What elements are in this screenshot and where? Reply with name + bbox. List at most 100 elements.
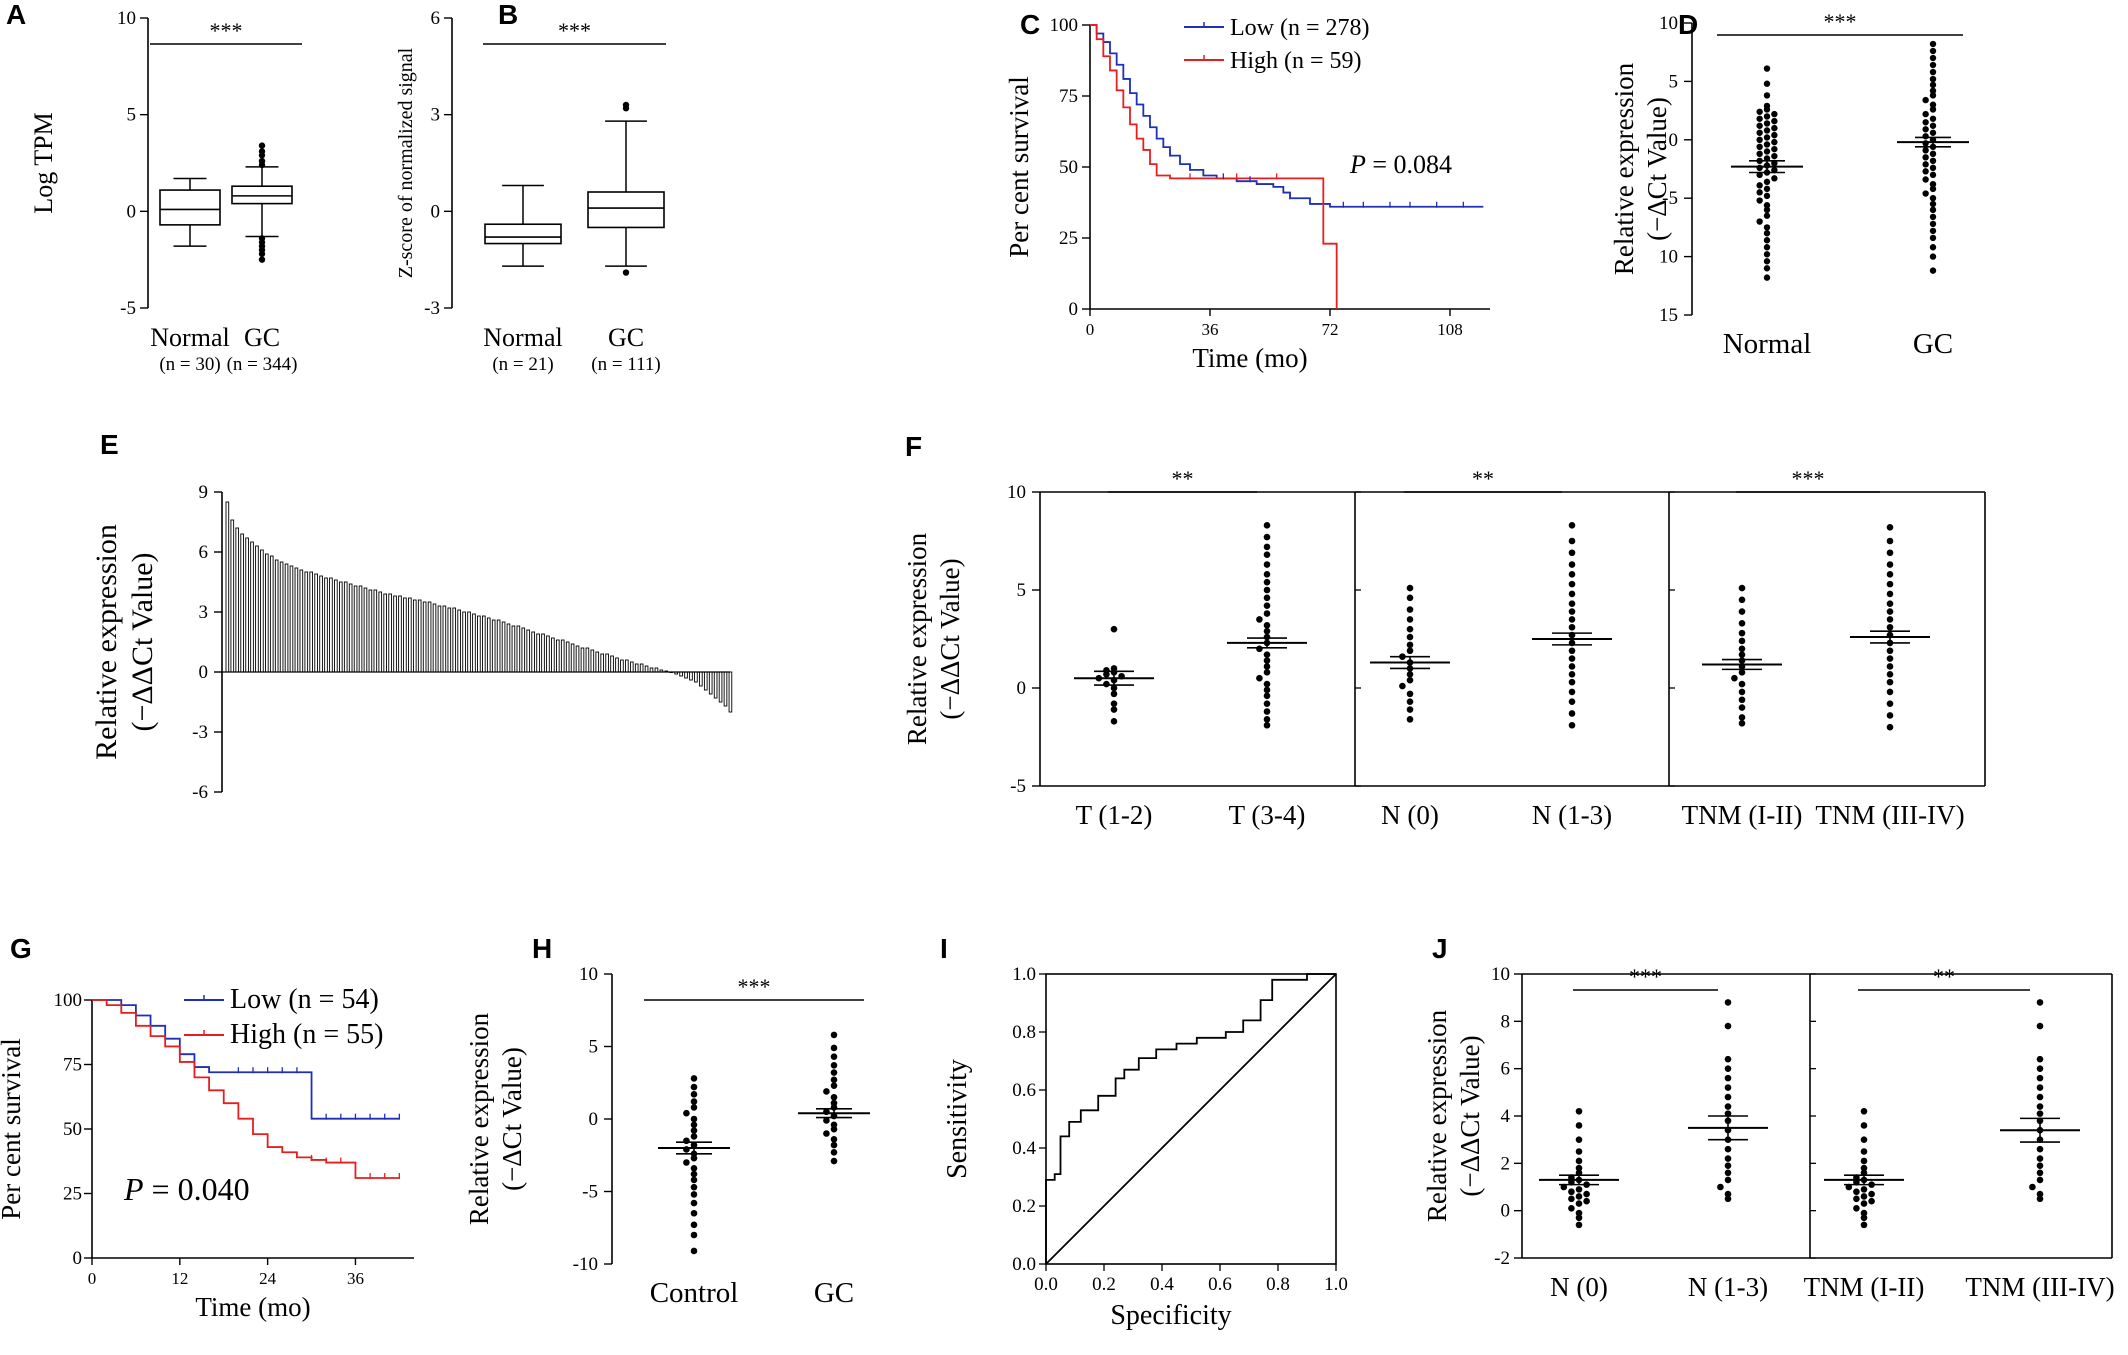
data-point bbox=[1929, 220, 1937, 228]
x-tick-label: 36 bbox=[347, 1269, 364, 1288]
x-category-label: TNM (I-II) bbox=[1682, 800, 1803, 830]
x-tick-label: 72 bbox=[1322, 320, 1339, 339]
y-tick-label: -3 bbox=[424, 298, 440, 319]
bar bbox=[334, 579, 338, 673]
data-point bbox=[1738, 629, 1746, 637]
data-point bbox=[1922, 140, 1929, 147]
bar bbox=[260, 549, 264, 673]
data-point bbox=[1771, 124, 1778, 132]
data-point bbox=[1763, 113, 1771, 120]
data-point bbox=[1929, 267, 1937, 274]
panel-letter-D: D bbox=[1678, 9, 1698, 40]
data-point bbox=[1568, 522, 1576, 529]
x-category-label: N (0) bbox=[1381, 800, 1439, 830]
data-point bbox=[830, 1082, 838, 1089]
data-point bbox=[2036, 1176, 2044, 1184]
data-point bbox=[1929, 47, 1937, 55]
data-point bbox=[1263, 627, 1271, 635]
data-point bbox=[1724, 1065, 1732, 1072]
data-point bbox=[690, 1091, 698, 1098]
data-point bbox=[1886, 700, 1894, 707]
x-tick-label: 0 bbox=[88, 1269, 97, 1288]
data-point bbox=[1263, 669, 1271, 676]
data-point bbox=[1853, 1205, 1860, 1212]
data-point bbox=[1929, 227, 1937, 235]
x-tick-label: 0.2 bbox=[1092, 1274, 1116, 1295]
data-point bbox=[1860, 1193, 1868, 1200]
survival-curve-low bbox=[1090, 24, 1484, 208]
y-tick-label: 0.6 bbox=[1012, 1080, 1036, 1101]
bar bbox=[314, 573, 318, 673]
data-point bbox=[1763, 244, 1771, 251]
data-point bbox=[1568, 571, 1576, 578]
data-point bbox=[1406, 606, 1414, 613]
data-point bbox=[1756, 136, 1763, 143]
data-point bbox=[1738, 688, 1746, 696]
y-tick-label: 15 bbox=[1659, 305, 1678, 326]
data-point bbox=[1853, 1195, 1860, 1203]
box-gc bbox=[231, 185, 293, 205]
bar bbox=[373, 589, 378, 673]
bar bbox=[689, 671, 693, 681]
data-point bbox=[1575, 1148, 1583, 1155]
y-tick-label: 0 bbox=[1501, 1201, 1511, 1222]
data-point bbox=[1263, 716, 1271, 723]
data-point bbox=[690, 1170, 698, 1178]
y-tick-label: 0.2 bbox=[1012, 1196, 1036, 1217]
y-tick-label: 5 bbox=[1017, 580, 1027, 601]
x-category-label: N (1-3) bbox=[1532, 800, 1612, 830]
x-category-label: T (1-2) bbox=[1076, 800, 1153, 830]
data-point bbox=[1568, 549, 1576, 557]
data-point bbox=[1763, 185, 1771, 193]
data-point bbox=[1568, 608, 1576, 615]
data-point bbox=[1738, 669, 1746, 676]
data-point bbox=[1929, 244, 1937, 251]
y-tick-label: 25 bbox=[1059, 228, 1078, 249]
data-point bbox=[1575, 1157, 1583, 1165]
data-point bbox=[1263, 578, 1271, 586]
data-point bbox=[830, 1093, 838, 1101]
x-tick-label: 108 bbox=[1437, 320, 1463, 339]
data-point bbox=[1763, 92, 1771, 99]
y-tick-label: -5 bbox=[1662, 188, 1678, 209]
data-point bbox=[1929, 150, 1937, 158]
data-point bbox=[690, 1121, 698, 1129]
bar bbox=[408, 597, 412, 673]
x-axis-label: Specificity bbox=[1110, 1300, 1231, 1331]
bar bbox=[447, 607, 452, 673]
data-point bbox=[1771, 117, 1778, 125]
y-axis-label: (−ΔΔCt Value) bbox=[935, 558, 965, 719]
data-point bbox=[1853, 1188, 1860, 1196]
data-point bbox=[830, 1157, 838, 1165]
data-point bbox=[1771, 131, 1778, 139]
data-point bbox=[2036, 1155, 2044, 1162]
significance-label: *** bbox=[1824, 9, 1857, 34]
data-point bbox=[1886, 670, 1894, 678]
bar bbox=[526, 629, 531, 673]
data-point bbox=[1886, 678, 1894, 686]
significance-label: *** bbox=[1629, 964, 1662, 989]
data-point bbox=[2036, 1074, 2044, 1082]
data-point bbox=[1568, 698, 1576, 706]
bar bbox=[482, 615, 486, 673]
data-point bbox=[1724, 1195, 1732, 1203]
data-point bbox=[1922, 147, 1929, 154]
bar bbox=[324, 577, 328, 673]
x-category-label: TNM (III-IV) bbox=[1815, 800, 1964, 830]
data-point bbox=[830, 1053, 838, 1060]
data-point bbox=[2036, 1065, 2044, 1072]
y-tick-label: 10 bbox=[1659, 247, 1678, 268]
data-point bbox=[1406, 716, 1414, 723]
bar bbox=[279, 561, 284, 673]
data-point bbox=[1929, 200, 1937, 208]
bar bbox=[412, 599, 417, 673]
outlier-point bbox=[258, 157, 266, 165]
data-point bbox=[1763, 192, 1771, 200]
x-tick-label: 0.4 bbox=[1150, 1274, 1174, 1295]
x-tick-label: 12 bbox=[171, 1269, 188, 1288]
x-tick-label: 0.6 bbox=[1208, 1274, 1232, 1295]
bar bbox=[245, 537, 249, 673]
data-point bbox=[1568, 600, 1576, 608]
data-point bbox=[2029, 1183, 2036, 1191]
data-point bbox=[1763, 258, 1771, 265]
